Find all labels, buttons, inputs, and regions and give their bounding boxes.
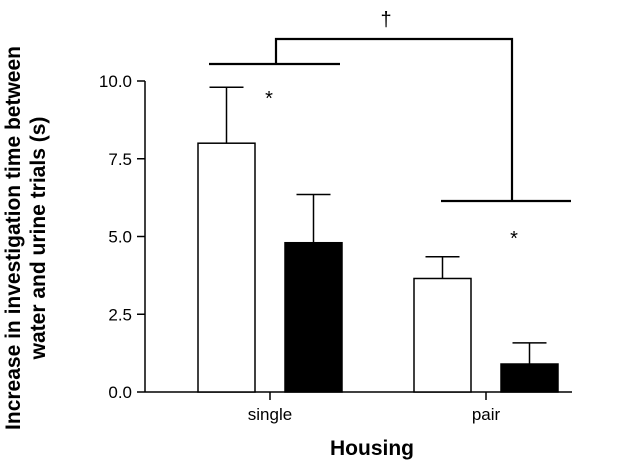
y-tick-label: 5.0 <box>108 228 132 247</box>
bar <box>413 277 472 393</box>
significance-star: * <box>265 88 273 110</box>
bar <box>197 142 256 393</box>
y-axis-title-line-1: Increase in investigation time between <box>2 46 25 430</box>
y-axis-ticks: 0.0 2.5 5.0 7.5 10.0 <box>99 72 145 402</box>
x-axis-ticks: single pair <box>248 392 501 424</box>
y-tick-label: 7.5 <box>108 150 132 169</box>
significance-bracket <box>274 37 514 201</box>
y-tick-label: 2.5 <box>108 305 132 324</box>
significance-dagger: † <box>380 9 391 31</box>
x-tick-label: pair <box>472 405 501 424</box>
y-tick-label: 10.0 <box>99 72 132 91</box>
y-tick-label: 0.0 <box>108 383 132 402</box>
bars <box>197 86 559 393</box>
x-tick-label: single <box>248 405 292 424</box>
significance-star: * <box>510 228 518 250</box>
bar <box>500 363 559 393</box>
bar <box>284 241 343 393</box>
significance-markers: * * † <box>209 9 571 250</box>
y-axis-title-line-2: water and urine trials (s) <box>27 117 50 361</box>
x-axis-title: Housing <box>330 437 414 460</box>
